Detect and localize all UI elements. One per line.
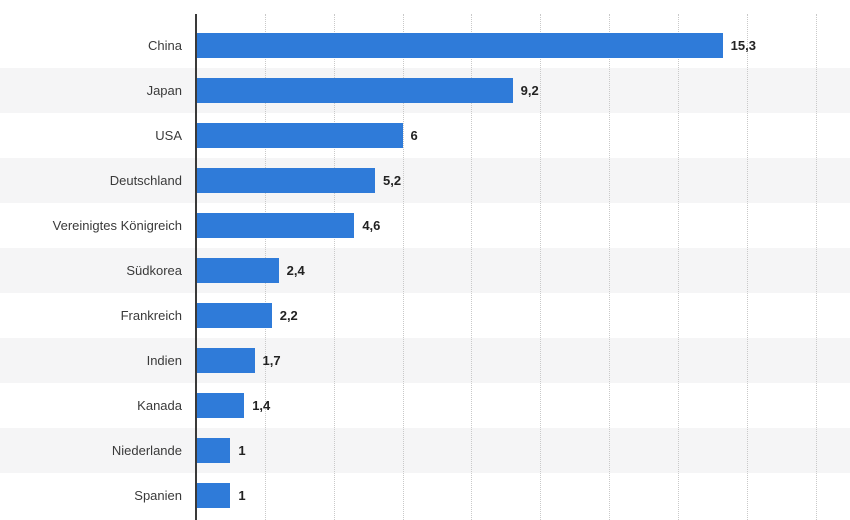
bar (196, 348, 255, 373)
bar (196, 33, 723, 58)
bar-area: 1,7 (196, 338, 850, 383)
category-label: Deutschland (109, 173, 182, 188)
bar-area: 15,3 (196, 23, 850, 68)
value-label: 2,4 (286, 263, 305, 278)
category-label: Japan (146, 83, 182, 98)
bar-area: 1 (196, 473, 850, 518)
bar-area: 1 (196, 428, 850, 473)
value-label: 2,2 (279, 308, 298, 323)
bar (196, 303, 272, 328)
y-axis-line (195, 14, 197, 520)
bar (196, 168, 375, 193)
category-label: Vereinigtes Königreich (52, 218, 182, 233)
bar (196, 258, 279, 283)
category-label: Niederlande (111, 443, 182, 458)
bar-area: 6 (196, 113, 850, 158)
bar-row: Kanada 1,4 (0, 383, 850, 428)
value-label: 1,4 (252, 398, 271, 413)
bar-row: Frankreich 2,2 (0, 293, 850, 338)
value-label: 1 (238, 488, 246, 503)
bar-area: 2,4 (196, 248, 850, 293)
bar (196, 438, 231, 463)
bar-row: China 15,3 (0, 23, 850, 68)
bar (196, 78, 513, 103)
bar (196, 213, 355, 238)
bar-row: Indien 1,7 (0, 338, 850, 383)
bar-row: Südkorea 2,4 (0, 248, 850, 293)
bar-row: Niederlande 1 (0, 428, 850, 473)
bar-area: 9,2 (196, 68, 850, 113)
bar-row: Vereinigtes Königreich 4,6 (0, 203, 850, 248)
category-label: Indien (146, 353, 182, 368)
value-label: 5,2 (382, 173, 402, 188)
value-label: 4,6 (362, 218, 381, 233)
bar-area: 4,6 (196, 203, 850, 248)
value-label: 6 (410, 128, 418, 143)
bar-area: 1,4 (196, 383, 850, 428)
bar-row: Japan 9,2 (0, 68, 850, 113)
category-label: China (148, 38, 182, 53)
bar-area: 2,2 (196, 293, 850, 338)
bar-row: Deutschland 5,2 (0, 158, 850, 203)
bar-row: USA 6 (0, 113, 850, 158)
bar-row: Spanien 1 (0, 473, 850, 518)
category-label: USA (155, 128, 182, 143)
category-label: Südkorea (126, 263, 182, 278)
bar (196, 123, 403, 148)
value-label: 1,7 (262, 353, 281, 368)
value-label: 1 (238, 443, 246, 458)
value-label: 15,3 (730, 38, 756, 53)
value-label: 9,2 (520, 83, 539, 98)
bar (196, 393, 245, 418)
category-label: Frankreich (120, 308, 182, 323)
bar-area: 5,2 (196, 158, 850, 203)
bar (196, 483, 231, 508)
category-label: Spanien (134, 488, 182, 503)
category-label: Kanada (137, 398, 182, 413)
